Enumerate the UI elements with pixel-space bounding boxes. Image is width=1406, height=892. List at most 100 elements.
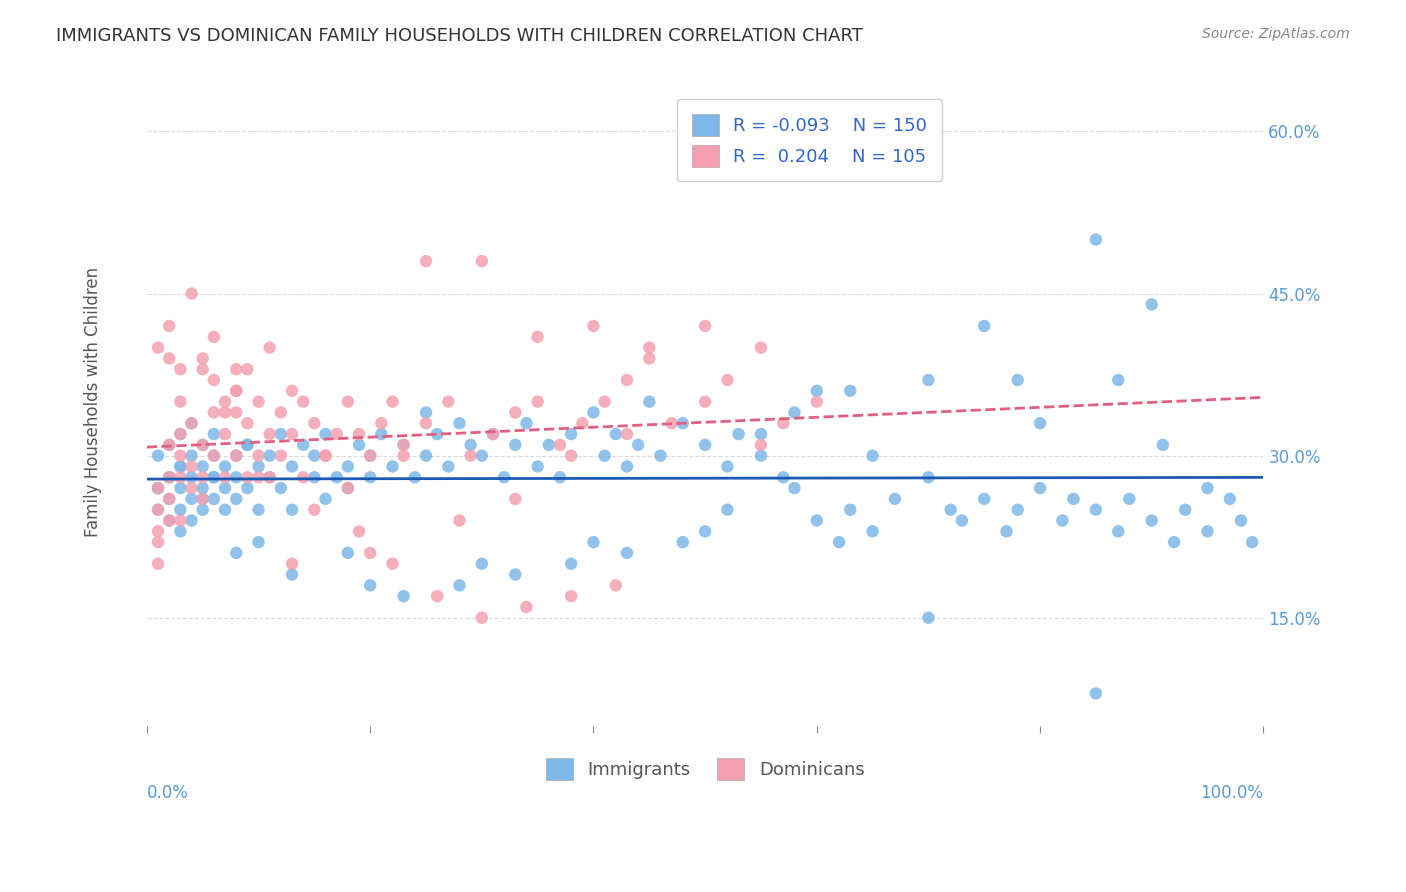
Point (191, 481, 214, 495)
Point (593, 449, 616, 463)
Point (292, 394, 315, 409)
Point (169, 394, 191, 409)
Point (505, 567, 527, 582)
Point (1174, 502, 1197, 516)
Point (392, 449, 415, 463)
Point (169, 524, 191, 539)
Point (281, 567, 304, 582)
Point (146, 449, 169, 463)
Point (1007, 373, 1029, 387)
Point (582, 405, 605, 419)
Point (392, 438, 415, 452)
Point (247, 470, 270, 484)
Point (180, 416, 202, 430)
Point (180, 449, 202, 463)
Point (783, 481, 806, 495)
Point (191, 351, 214, 366)
Point (862, 524, 884, 539)
Point (616, 427, 638, 442)
Point (236, 470, 259, 484)
Point (772, 470, 794, 484)
Point (806, 394, 828, 409)
Point (304, 449, 326, 463)
Point (560, 449, 582, 463)
Point (716, 502, 738, 516)
Point (695, 318, 717, 333)
Point (214, 405, 236, 419)
Point (202, 470, 225, 484)
Point (616, 373, 638, 387)
Point (526, 394, 548, 409)
Point (336, 481, 359, 495)
Point (225, 362, 247, 376)
Point (695, 438, 717, 452)
Point (225, 470, 247, 484)
Point (247, 535, 270, 549)
Point (772, 416, 794, 430)
Point (437, 394, 460, 409)
Point (202, 491, 225, 506)
Point (259, 427, 281, 442)
Point (270, 481, 292, 495)
Point (1007, 502, 1029, 516)
Point (1029, 481, 1052, 495)
Point (883, 491, 905, 506)
Point (950, 514, 973, 528)
Point (336, 459, 359, 474)
Point (191, 491, 214, 506)
Point (236, 438, 259, 452)
Point (917, 470, 939, 484)
Point (304, 416, 326, 430)
Point (325, 427, 347, 442)
Point (247, 394, 270, 409)
Point (471, 611, 494, 625)
Point (392, 589, 415, 603)
Point (191, 491, 214, 506)
Point (482, 427, 505, 442)
Point (202, 330, 225, 344)
Point (270, 405, 292, 419)
Point (315, 427, 337, 442)
Point (415, 449, 437, 463)
Point (180, 459, 202, 474)
Point (839, 502, 862, 516)
Point (202, 405, 225, 419)
Point (191, 459, 214, 474)
Point (281, 459, 304, 474)
Point (1163, 535, 1185, 549)
Point (471, 557, 494, 571)
Point (180, 481, 202, 495)
Point (381, 459, 404, 474)
Point (225, 491, 247, 506)
Point (1230, 514, 1253, 528)
Point (146, 524, 169, 539)
Point (202, 470, 225, 484)
Point (1197, 481, 1219, 495)
Point (661, 416, 683, 430)
Point (169, 470, 191, 484)
Point (359, 470, 381, 484)
Point (157, 438, 180, 452)
Point (582, 318, 605, 333)
Point (571, 416, 593, 430)
Point (359, 578, 381, 592)
Point (471, 254, 494, 268)
Point (191, 438, 214, 452)
Point (191, 470, 214, 484)
Point (460, 438, 482, 452)
Point (605, 578, 627, 592)
Point (169, 459, 191, 474)
Point (638, 341, 661, 355)
Point (236, 362, 259, 376)
Point (169, 514, 191, 528)
Point (1152, 438, 1174, 452)
Point (180, 470, 202, 484)
Point (259, 470, 281, 484)
Point (214, 481, 236, 495)
Point (270, 449, 292, 463)
Point (672, 416, 695, 430)
Point (392, 438, 415, 452)
Point (939, 502, 962, 516)
Point (169, 449, 191, 463)
Point (995, 524, 1018, 539)
